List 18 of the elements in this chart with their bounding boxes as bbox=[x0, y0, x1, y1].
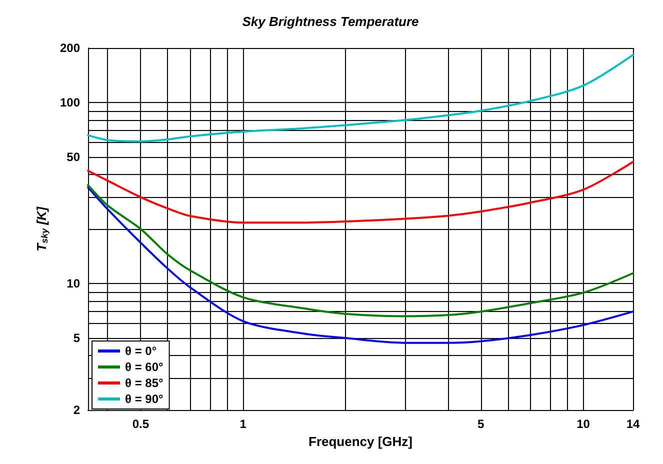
legend-label: θ = 60° bbox=[125, 360, 164, 374]
y-axis-title: Tsky [K] bbox=[34, 206, 50, 252]
y-tick-label: 200 bbox=[60, 41, 80, 55]
y-tick-label: 5 bbox=[73, 331, 80, 346]
x-tick-label: 1 bbox=[240, 417, 247, 432]
y-tick-label: 100 bbox=[60, 96, 80, 110]
x-axis-title: Frequency [GHz] bbox=[308, 434, 413, 449]
legend-label: θ = 85° bbox=[125, 376, 164, 390]
y-tick-label: 10 bbox=[66, 276, 80, 291]
y-tick-label: 2 bbox=[73, 403, 80, 418]
y-tick-label: 50 bbox=[66, 150, 80, 164]
x-tick-label: 10 bbox=[576, 417, 590, 432]
x-tick-label: 5 bbox=[478, 417, 485, 432]
x-tick-label: 14 bbox=[626, 417, 640, 432]
x-tick-label: 0.5 bbox=[132, 417, 150, 432]
legend-label: θ = 90° bbox=[125, 392, 164, 406]
legend-label: θ = 0° bbox=[125, 344, 157, 358]
chart-title: Sky Brightness Temperature bbox=[242, 14, 419, 29]
